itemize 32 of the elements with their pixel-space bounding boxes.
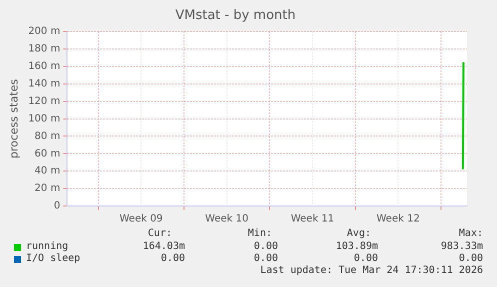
text: Avg: bbox=[346, 228, 371, 239]
text: 103.89m bbox=[336, 241, 378, 252]
text: Cur: bbox=[148, 228, 172, 239]
y-tick-label: 160 m bbox=[28, 61, 60, 72]
y-tick-label: 180 m bbox=[28, 44, 60, 55]
text: 0.00 bbox=[458, 253, 483, 264]
text: Max: bbox=[458, 228, 483, 239]
text: Last update: Tue Mar 24 17:30:11 2026 bbox=[260, 265, 483, 276]
x-tick-label: Week 10 bbox=[205, 214, 248, 225]
y-tick-label: 0 bbox=[54, 200, 60, 212]
text: 164.03m bbox=[142, 241, 185, 252]
legend-label: running bbox=[26, 241, 68, 252]
y-tick-label: 60 m bbox=[34, 148, 60, 160]
text: 0.00 bbox=[354, 253, 378, 264]
y-axis-title: process states bbox=[7, 78, 20, 158]
text: Min: bbox=[248, 228, 272, 239]
y-tick-label: 140 m bbox=[28, 78, 60, 90]
text: 0.00 bbox=[254, 241, 278, 252]
y-tick-label: 40 m bbox=[34, 166, 60, 177]
text: 983.33m bbox=[440, 241, 483, 252]
x-tick-label: Week 11 bbox=[290, 214, 334, 225]
x-tick-label: Week 09 bbox=[119, 214, 163, 225]
y-tick-label: 80 m bbox=[34, 130, 60, 142]
legend-label: I/O sleep bbox=[26, 253, 80, 264]
y-tick-label: 20 m bbox=[34, 183, 60, 194]
y-tick-label: 100 m bbox=[28, 113, 60, 124]
chart-title: VMstat - by month bbox=[175, 8, 296, 24]
text: 0.00 bbox=[160, 253, 185, 264]
y-tick-label: 200 m bbox=[28, 26, 60, 38]
y-tick-label: 120 m bbox=[28, 96, 60, 107]
x-tick-label: Week 12 bbox=[376, 214, 420, 225]
text: 0.00 bbox=[254, 253, 278, 264]
